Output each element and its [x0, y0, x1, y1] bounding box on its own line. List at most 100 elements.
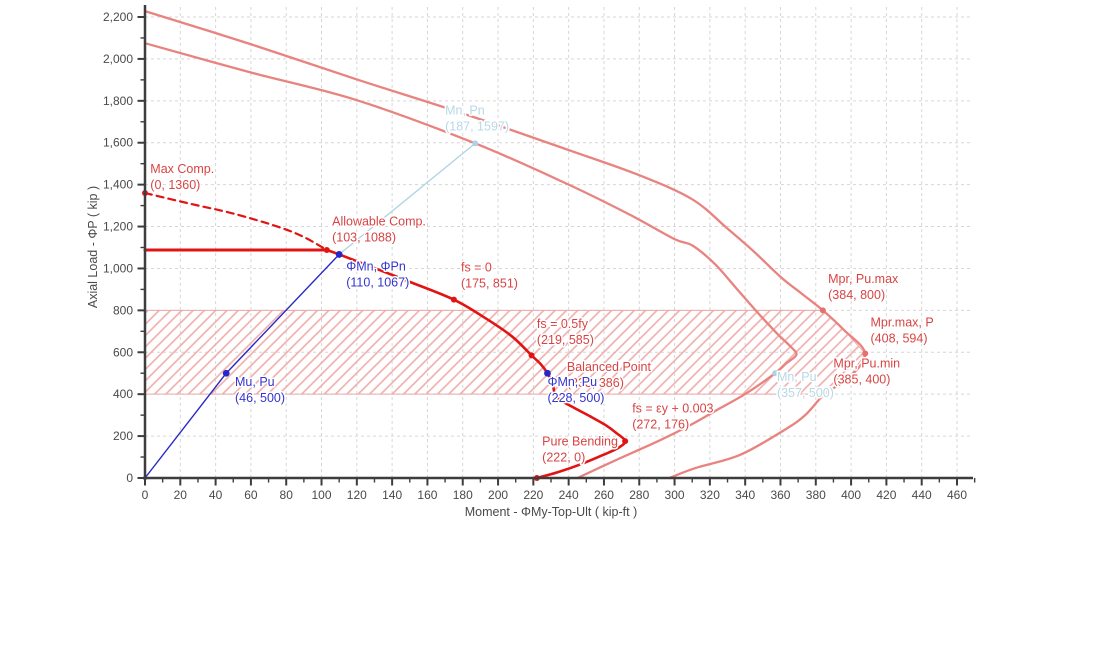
x-tick-label: 360: [770, 488, 790, 502]
x-tick-label: 0: [142, 488, 149, 502]
point-marker: [821, 391, 828, 398]
x-tick-label: 400: [841, 488, 861, 502]
point-marker: [553, 394, 560, 401]
y-tick-label: 600: [113, 345, 133, 359]
label-phimn-pu-line2: (228, 500): [547, 391, 604, 405]
x-tick-label: 100: [312, 488, 332, 502]
label-pure-bending-line1: Pure Bending: [542, 435, 618, 449]
x-tick-label: 160: [417, 488, 437, 502]
y-tick-label: 2,200: [103, 10, 133, 24]
x-tick-label: 60: [244, 488, 258, 502]
label-fs-0-line1: fs = 0: [461, 261, 492, 275]
label-allowable-comp-line2: (103, 1088): [332, 230, 396, 244]
label-mn-pn: Mn, Pn (187, 1597): [444, 102, 511, 135]
x-tick-label: 240: [559, 488, 579, 502]
point-marker: [335, 251, 343, 258]
y-tick-label: 1,800: [103, 94, 133, 108]
x-tick-label: 140: [382, 488, 402, 502]
y-tick-label: 200: [113, 429, 133, 443]
label-allowable-comp: Allowable Comp. (103, 1088): [331, 213, 428, 246]
y-tick-label: 400: [113, 387, 133, 401]
y-tick-label: 0: [126, 471, 133, 485]
label-fs-05fy-line1: fs = 0.5fy: [537, 317, 589, 331]
label-mpr-pumin: Mpr, Pu.min (385, 400): [832, 355, 902, 388]
label-max-comp-line1: Max Comp.: [150, 162, 214, 176]
curve-design-uncapped-dashed: [143, 191, 328, 252]
x-tick-label: 80: [280, 488, 294, 502]
label-max-comp-line2: (0, 1360): [150, 178, 200, 192]
x-tick-label: 440: [912, 488, 932, 502]
point-marker: [528, 352, 535, 359]
label-mu-pu: Mu, Pu (46, 500): [234, 373, 287, 406]
x-tick-label: 40: [209, 488, 223, 502]
x-tick-label: 460: [947, 488, 967, 502]
label-balanced-point-line1: Balanced Point: [567, 360, 652, 374]
label-mprmax-p-line2: (408, 594): [871, 331, 928, 345]
x-tick-label: 20: [174, 488, 188, 502]
y-tick-label: 1,600: [103, 136, 133, 150]
x-tick-label: 320: [700, 488, 720, 502]
label-mn-pn-line1: Mn, Pn: [445, 103, 485, 117]
label-mu-pu-line2: (46, 500): [235, 391, 285, 405]
x-tick-label: 220: [523, 488, 543, 502]
label-mn-pu: Mn, Pu (357, 500): [775, 369, 835, 402]
label-phimn-phipn: ΦMn, ΦPn (110, 1067): [345, 258, 411, 291]
y-tick-label: 800: [113, 303, 133, 317]
x-tick-label: 420: [876, 488, 896, 502]
curve-nominal-moment-curve-mn: [143, 42, 798, 480]
axes: 0 20 40 60 80 100 120 140 160 180 200 220 240 260 280 3…: [103, 5, 976, 502]
y-tick-label: 1,200: [103, 220, 133, 234]
label-phimn-phipn-line1: ΦMn, ΦPn: [346, 260, 406, 274]
x-tick-label: 200: [488, 488, 508, 502]
label-fs-0-line2: (175, 851): [461, 277, 518, 291]
x-tick-label: 280: [629, 488, 649, 502]
y-tick-label: 1,000: [103, 261, 133, 275]
label-mu-pu-line1: Mu, Pu: [235, 375, 275, 389]
point-marker: [544, 369, 551, 377]
label-mprmax-p: Mpr.max, P (408, 594): [869, 314, 935, 347]
label-balanced-point-line2: (233, 386): [567, 376, 624, 390]
label-phimn-pu: ΦMn, Pu (228, 500): [546, 374, 606, 407]
point-marker: [450, 296, 457, 303]
point-marker: [323, 247, 330, 254]
label-mpr-pumax-line1: Mpr, Pu.max: [828, 272, 899, 286]
label-fs-05fy: fs = 0.5fy (219, 585): [535, 316, 595, 349]
label-phimn-phipn-line2: (110, 1067): [346, 276, 409, 290]
label-max-comp: Max Comp. (0, 1360): [149, 161, 216, 194]
y-tick-label: 2,000: [103, 52, 133, 66]
label-mn-pu-line1: Mn, Pu: [777, 370, 817, 384]
x-tick-label: 300: [665, 488, 685, 502]
curve-probable-moment-curve-mpr: [143, 9, 867, 480]
label-fs-ey: fs = εy + 0.003 (272, 176): [631, 400, 715, 433]
label-mpr-pumin-line1: Mpr, Pu.min: [833, 356, 900, 370]
label-mn-pu-line2: (357, 500): [777, 386, 834, 400]
label-mprmax-p-line1: Mpr.max, P: [871, 315, 934, 329]
point-marker: [772, 370, 779, 377]
label-mpr-pumin-line2: (385, 400): [833, 372, 890, 386]
label-fs-ey-line1: fs = εy + 0.003: [632, 402, 713, 416]
x-tick-label: 260: [594, 488, 614, 502]
point-marker: [222, 369, 230, 377]
x-tick-label: 120: [347, 488, 367, 502]
label-allowable-comp-line1: Allowable Comp.: [332, 214, 426, 228]
label-pure-bending: Pure Bending (222, 0): [541, 433, 620, 466]
label-mpr-pumax: Mpr, Pu.max (384, 800): [827, 270, 901, 303]
x-axis-title: Moment - ΦMy-Top-Ult ( kip-ft ): [465, 505, 638, 519]
label-balanced-point: Balanced Point (233, 386): [565, 358, 653, 391]
curve-load-path-extension-line: [338, 142, 476, 256]
curve-design-capacity-curve: [325, 248, 627, 480]
x-tick-label: 380: [806, 488, 826, 502]
x-tick-label: 340: [735, 488, 755, 502]
y-axis-title: Axial Load - ΦP ( kip ): [86, 186, 100, 308]
capacity-curves: [143, 9, 867, 480]
point-marker: [622, 438, 629, 445]
label-fs-05fy-line2: (219, 585): [537, 333, 594, 347]
point-markers: [142, 140, 869, 481]
label-mpr-pumax-line2: (384, 800): [828, 288, 885, 302]
point-annotations: Max Comp. (0, 1360) Allowable Comp. (103, 1…: [149, 102, 935, 466]
y-tick-label: 1,400: [103, 178, 133, 192]
label-fs-0: fs = 0 (175, 851): [459, 259, 519, 292]
label-phimn-pu-line1: ΦMn, Pu: [547, 375, 597, 389]
x-tick-label: 180: [453, 488, 473, 502]
